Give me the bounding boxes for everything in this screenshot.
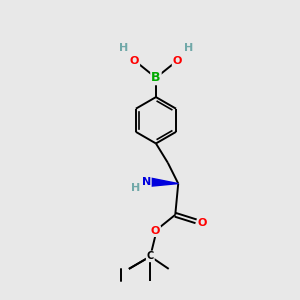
Polygon shape	[150, 178, 178, 186]
Text: O: O	[173, 56, 182, 65]
Text: B: B	[151, 71, 161, 84]
Text: C: C	[147, 251, 154, 261]
Text: H: H	[118, 43, 128, 53]
Text: O: O	[130, 56, 139, 65]
Text: N: N	[142, 176, 151, 187]
Text: H: H	[184, 43, 193, 53]
Text: H: H	[131, 183, 141, 193]
Text: O: O	[151, 226, 160, 236]
Text: O: O	[198, 218, 207, 228]
